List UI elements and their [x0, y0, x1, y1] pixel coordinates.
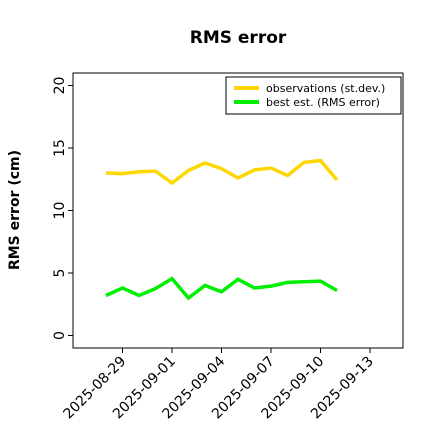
y-axis-label: RMS error (cm)	[7, 150, 23, 270]
chart-title: RMS error	[190, 28, 287, 48]
y-tick-label: 20	[52, 77, 68, 95]
series-line-1	[105, 158, 339, 186]
legend-box	[225, 76, 402, 115]
y-tick-label: 15	[52, 139, 68, 157]
series-lines	[105, 158, 339, 301]
legend: observations (st.dev.)best est. (RMS err…	[225, 76, 402, 115]
y-tick-label: 5	[52, 269, 68, 278]
series-line-2	[105, 276, 338, 301]
legend-entry-label: observations (st.dev.)	[266, 82, 385, 95]
legend-entry-label: best est. (RMS error)	[266, 96, 380, 109]
y-tick-label: 0	[52, 331, 68, 340]
y-tick-label: 10	[52, 202, 68, 220]
axes: 051015202025-08-292025-09-012025-09-0420…	[52, 72, 404, 422]
